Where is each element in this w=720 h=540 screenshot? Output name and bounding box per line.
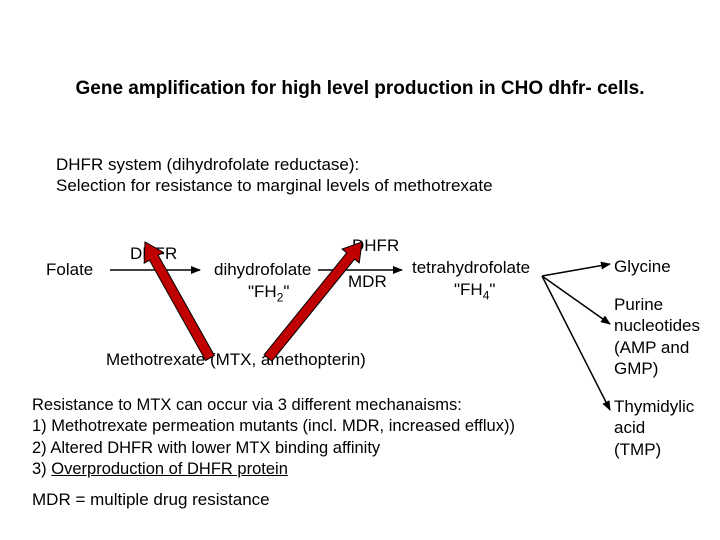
label-folate: Folate [46,260,93,280]
slide-subtitle: DHFR system (dihydrofolate reductase): S… [56,154,493,197]
label-tetrahydrofolate: tetrahydrofolate [412,258,530,278]
mech-3: 3) Overproduction of DHFR protein [32,460,288,478]
purine-l4: GMP) [614,359,658,378]
slide-title: Gene amplification for high level produc… [0,78,720,100]
fh4-pre: "FH [454,280,483,299]
purine-l3: (AMP and [614,338,689,357]
label-fh4: "FH4" [454,280,495,302]
purine-l1: Purine [614,295,663,314]
mdr-definition: MDR = multiple drug resistance [32,490,270,510]
label-purine: Purine nucleotides (AMP and GMP) [614,294,714,379]
mech-2: 2) Altered DHFR with lower MTX binding a… [32,439,380,457]
label-enzyme1: DHFR [130,244,177,264]
label-glycine: Glycine [614,256,671,277]
mech-intro: Resistance to MTX can occur via 3 differ… [32,396,462,414]
tmp-l1: Thymidylic [614,397,694,416]
subtitle-line2: Selection for resistance to marginal lev… [56,176,493,195]
fh4-post: " [489,280,495,299]
mech-3-underline: Overproduction of DHFR protein [51,460,288,478]
output-fan-arrows [542,264,610,410]
label-fh2: "FH2" [248,282,289,304]
fh2-pre: "FH [248,282,277,301]
label-dihydrofolate: dihydrofolate [214,260,311,280]
label-tmp: Thymidylic acid (TMP) [614,396,714,460]
mech-1: 1) Methotrexate permeation mutants (incl… [32,417,515,435]
subtitle-line1: DHFR system (dihydrofolate reductase): [56,155,359,174]
label-mdr: MDR [348,272,387,292]
purine-l2: nucleotides [614,316,700,335]
tmp-l2: acid [614,418,645,437]
mechanisms-block: Resistance to MTX can occur via 3 differ… [32,395,515,481]
label-enzyme2: DHFR [352,236,399,256]
tmp-l3: (TMP) [614,440,661,459]
slide-root: Gene amplification for high level produc… [0,0,720,540]
mech-3-pre: 3) [32,460,51,478]
fh2-post: " [283,282,289,301]
label-methotrexate: Methotrexate (MTX, amethopterin) [106,350,366,370]
